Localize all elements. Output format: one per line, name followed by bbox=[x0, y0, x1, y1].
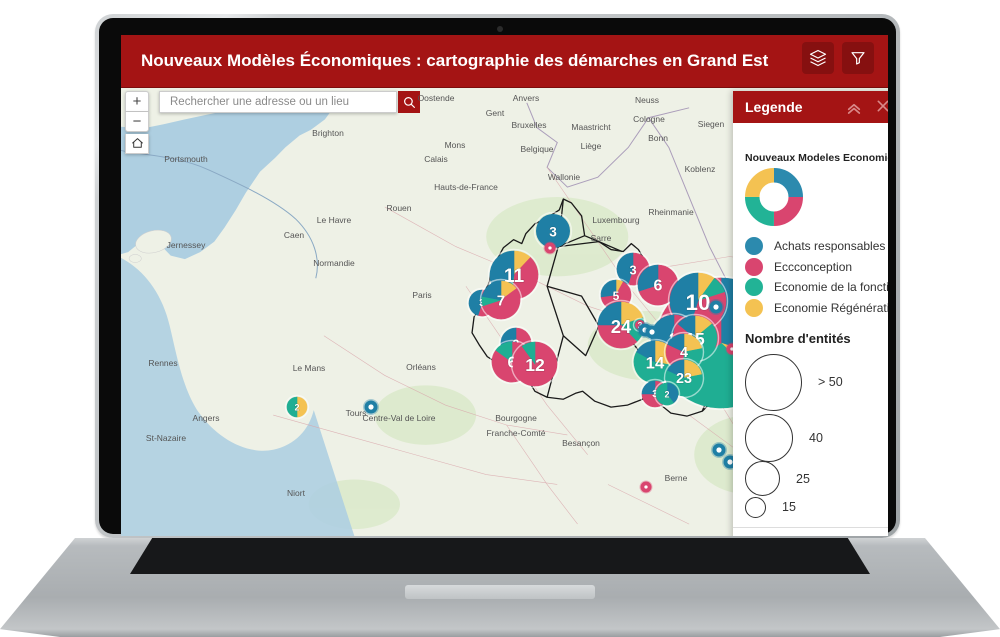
svg-text:24: 24 bbox=[611, 316, 632, 337]
svg-text:6: 6 bbox=[654, 278, 663, 295]
svg-text:12: 12 bbox=[525, 355, 545, 375]
svg-text:3: 3 bbox=[549, 224, 557, 239]
svg-text:2: 2 bbox=[294, 403, 299, 413]
svg-text:7: 7 bbox=[497, 293, 505, 310]
svg-text:2: 2 bbox=[664, 390, 669, 400]
